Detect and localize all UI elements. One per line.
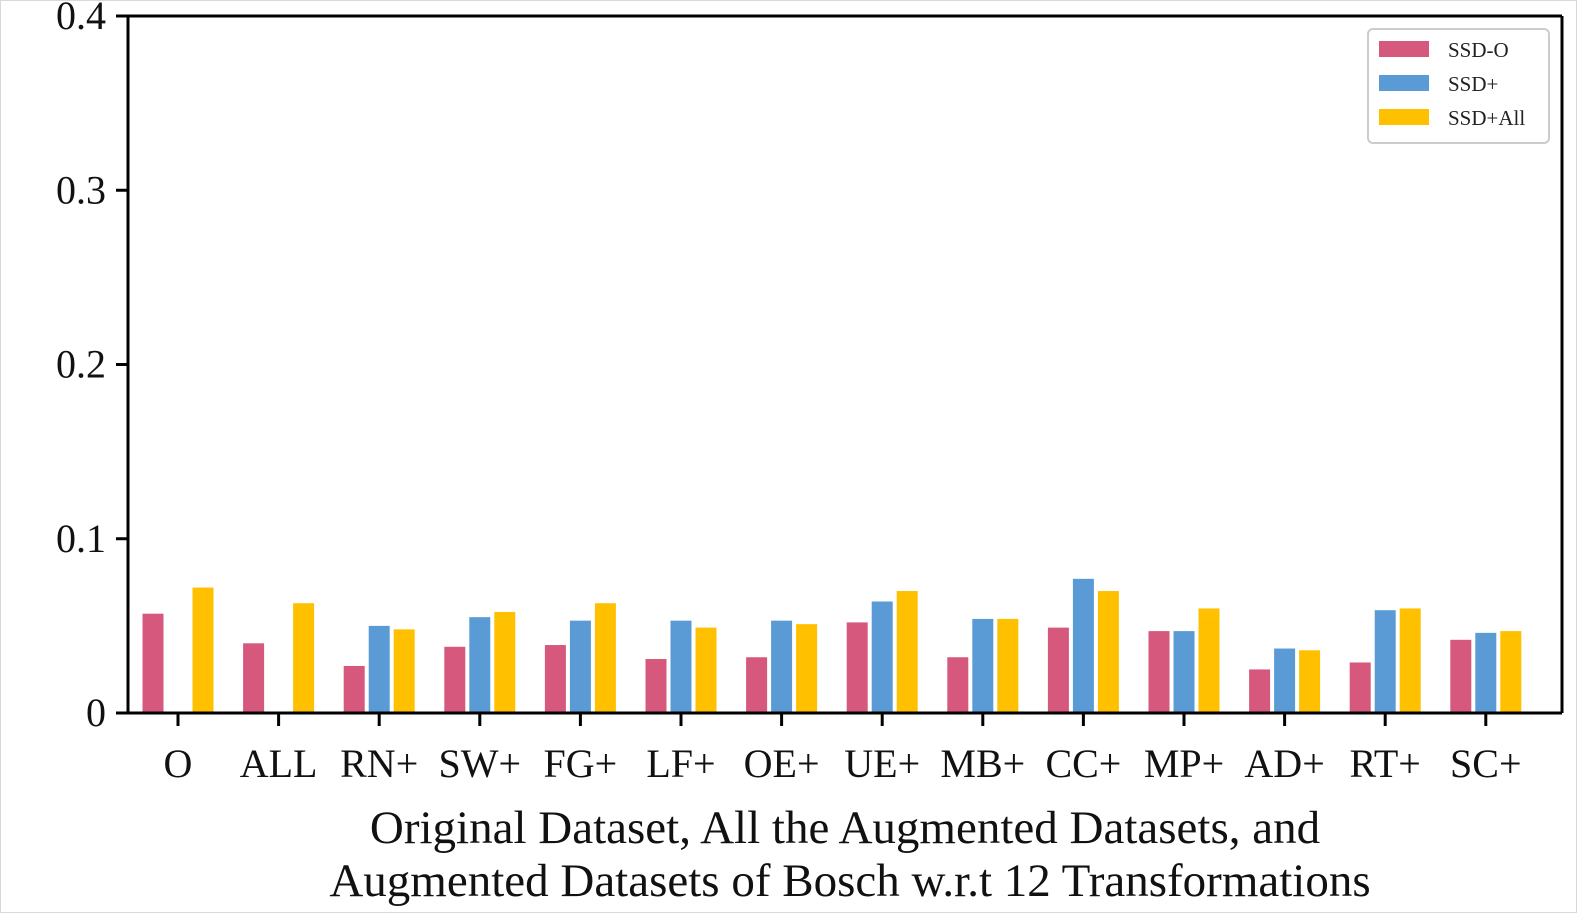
x-tick-label: RT+ xyxy=(1350,741,1421,786)
bar-ssd-plus-all xyxy=(1500,631,1522,713)
y-tick-label: 0.2 xyxy=(56,342,106,387)
bar-ssd-plus xyxy=(368,625,390,713)
x-tick-label: UE+ xyxy=(844,741,920,786)
bar-ssd-plus-all xyxy=(896,591,918,713)
x-tick-label: SC+ xyxy=(1450,741,1521,786)
bar-ssd-plus xyxy=(1475,632,1497,713)
y-tick-label: 0.3 xyxy=(56,167,106,212)
x-tick-label: RN+ xyxy=(340,741,418,786)
y-ticks: 0 0.1 0.2 0.3 0.4 xyxy=(56,1,128,735)
x-tick-label: FG+ xyxy=(544,741,618,786)
legend-label-ssd-plus-all: SSD+All xyxy=(1448,106,1525,130)
bar-ssd-o xyxy=(846,622,868,713)
legend-swatch-ssd-plus xyxy=(1379,75,1429,91)
bar-ssd-plus xyxy=(1072,578,1094,713)
x-tick-label: ALL xyxy=(240,741,318,786)
bar-ssd-o xyxy=(444,646,466,713)
bar-ssd-o xyxy=(1047,627,1069,713)
x-axis-label-line-2: Augmented Datasets of Bosch w.r.t 12 Tra… xyxy=(329,855,1370,907)
bar-ssd-plus-all xyxy=(393,629,415,713)
bar-ssd-plus-all xyxy=(1198,608,1220,713)
x-tick-label: MP+ xyxy=(1144,741,1224,786)
axes-layer xyxy=(126,14,1564,715)
bar-ssd-o xyxy=(243,643,265,713)
bar-ssd-o xyxy=(746,657,768,713)
x-axis-label-line-1: Original Dataset, All the Augmented Data… xyxy=(370,802,1320,854)
bar-ssd-plus-all xyxy=(796,624,818,713)
x-axis-label: Original Dataset, All the Augmented Data… xyxy=(329,802,1370,907)
bar-ssd-o xyxy=(343,665,365,713)
bar-ssd-plus xyxy=(771,620,793,713)
bar-ssd-plus-all xyxy=(1299,650,1321,713)
legend-swatch-ssd-plus-all xyxy=(1379,109,1429,125)
legend: SSD-O SSD+ SSD+All xyxy=(1367,28,1550,144)
bar-ssd-o xyxy=(1148,631,1170,713)
bar-ssd-plus xyxy=(972,618,994,713)
x-ticks: O ALL RN+ SW+ FG+ LF+ OE+ UE+ MB+ CC+ MP+ AD+ RT+ SC+ xyxy=(164,713,1522,786)
bar-ssd-plus xyxy=(670,620,692,713)
bar-ssd-plus xyxy=(1374,610,1396,713)
bar-ssd-plus-all xyxy=(293,603,315,713)
bar-ssd-plus-all xyxy=(494,611,516,713)
bar-ssd-plus-all xyxy=(1097,591,1119,713)
bar-ssd-o xyxy=(645,658,667,713)
bar-ssd-o xyxy=(947,657,969,713)
bar-ssd-o xyxy=(1249,669,1271,713)
bar-ssd-o xyxy=(142,613,164,713)
x-tick-label: O xyxy=(164,741,193,786)
x-tick-label: AD+ xyxy=(1244,741,1324,786)
bar-ssd-plus xyxy=(1173,631,1195,713)
x-tick-label: SW+ xyxy=(439,741,522,786)
bar-ssd-plus xyxy=(569,620,591,713)
bar-ssd-o xyxy=(1450,639,1472,713)
y-tick-label: 0.1 xyxy=(56,516,106,561)
bar-ssd-plus-all xyxy=(192,587,214,713)
bar-ssd-o xyxy=(1349,662,1371,713)
y-tick-label: 0.4 xyxy=(56,1,106,38)
bar-ssd-plus-all xyxy=(695,627,717,713)
legend-label-ssd-plus: SSD+ xyxy=(1448,72,1498,96)
bar-ssd-plus xyxy=(469,617,491,713)
x-tick-label: CC+ xyxy=(1045,741,1121,786)
bars-layer xyxy=(142,578,1522,713)
legend-swatch-ssd-o xyxy=(1379,41,1429,57)
legend-label-ssd-o: SSD-O xyxy=(1448,38,1509,62)
x-tick-label: LF+ xyxy=(646,741,715,786)
bar-ssd-plus-all xyxy=(1399,608,1421,713)
bar-ssd-plus-all xyxy=(594,603,616,713)
bar-ssd-plus-all xyxy=(997,618,1019,713)
bar-ssd-plus xyxy=(1274,648,1296,713)
x-tick-label: OE+ xyxy=(744,741,820,786)
bar-ssd-o xyxy=(544,645,566,713)
y-tick-label: 0 xyxy=(86,690,106,735)
bar-ssd-plus xyxy=(871,601,893,713)
x-tick-label: MB+ xyxy=(940,741,1025,786)
